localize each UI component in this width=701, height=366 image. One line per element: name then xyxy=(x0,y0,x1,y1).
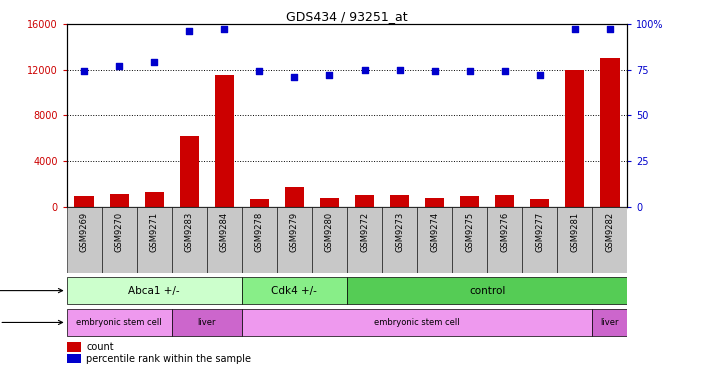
Bar xyxy=(172,207,207,273)
Text: liver: liver xyxy=(198,318,216,327)
Bar xyxy=(242,207,277,273)
Point xyxy=(254,68,265,74)
Point xyxy=(359,67,370,72)
Text: GSM9282: GSM9282 xyxy=(606,212,614,252)
Text: embryonic stem cell: embryonic stem cell xyxy=(76,318,162,327)
Bar xyxy=(425,198,444,207)
Point xyxy=(604,26,615,32)
Text: GSM9274: GSM9274 xyxy=(430,212,439,252)
Text: control: control xyxy=(469,285,505,296)
Point xyxy=(114,63,125,69)
Bar xyxy=(67,277,242,304)
Bar xyxy=(460,197,479,207)
Point xyxy=(429,68,440,74)
Bar xyxy=(250,199,269,207)
Bar xyxy=(487,207,522,273)
Bar xyxy=(172,309,242,336)
Bar xyxy=(382,207,417,273)
Bar xyxy=(67,207,102,273)
Bar xyxy=(312,207,347,273)
Point xyxy=(149,59,160,65)
Text: GSM9280: GSM9280 xyxy=(325,212,334,252)
Text: GSM9270: GSM9270 xyxy=(115,212,123,252)
Bar xyxy=(67,342,81,351)
Text: count: count xyxy=(86,342,114,352)
Bar xyxy=(109,194,129,207)
Bar xyxy=(285,187,304,207)
Text: genotype/variation: genotype/variation xyxy=(0,285,62,296)
Text: GSM9277: GSM9277 xyxy=(536,212,544,252)
Bar xyxy=(102,207,137,273)
Text: GSM9281: GSM9281 xyxy=(571,212,579,252)
Point xyxy=(464,68,475,74)
Text: GSM9273: GSM9273 xyxy=(395,212,404,252)
Bar xyxy=(522,207,557,273)
Bar xyxy=(242,277,347,304)
Point xyxy=(289,74,300,80)
Point xyxy=(569,26,580,32)
Text: embryonic stem cell: embryonic stem cell xyxy=(374,318,460,327)
Point xyxy=(394,67,405,72)
Bar xyxy=(144,192,164,207)
Text: GSM9283: GSM9283 xyxy=(185,212,193,252)
Bar xyxy=(600,58,620,207)
Text: GSM9269: GSM9269 xyxy=(80,212,88,252)
Bar xyxy=(390,195,409,207)
Point xyxy=(534,72,545,78)
Bar xyxy=(592,207,627,273)
Bar xyxy=(277,207,312,273)
Bar xyxy=(207,207,242,273)
Bar xyxy=(67,309,172,336)
Text: percentile rank within the sample: percentile rank within the sample xyxy=(86,354,251,364)
Text: GSM9276: GSM9276 xyxy=(501,212,509,252)
Text: Abca1 +/-: Abca1 +/- xyxy=(128,285,180,296)
Point xyxy=(324,72,335,78)
Bar xyxy=(530,199,550,207)
Text: GSM9271: GSM9271 xyxy=(150,212,158,252)
Point xyxy=(79,68,90,74)
Bar xyxy=(417,207,452,273)
Bar xyxy=(495,195,515,207)
Title: GDS434 / 93251_at: GDS434 / 93251_at xyxy=(286,10,408,23)
Bar xyxy=(67,354,81,363)
Text: liver: liver xyxy=(601,318,619,327)
Bar xyxy=(242,309,592,336)
Bar xyxy=(215,75,234,207)
Text: GSM9279: GSM9279 xyxy=(290,212,299,252)
Bar xyxy=(320,198,339,207)
Bar xyxy=(137,207,172,273)
Bar xyxy=(355,195,374,207)
Point xyxy=(219,26,230,32)
Bar xyxy=(565,70,585,207)
Bar xyxy=(74,197,94,207)
Text: Cdk4 +/-: Cdk4 +/- xyxy=(271,285,318,296)
Text: GSM9284: GSM9284 xyxy=(220,212,229,252)
Point xyxy=(184,28,195,34)
Text: GSM9272: GSM9272 xyxy=(360,212,369,252)
Bar xyxy=(179,136,199,207)
Point xyxy=(499,68,510,74)
Bar xyxy=(592,309,627,336)
Text: cell type: cell type xyxy=(0,317,62,328)
Bar xyxy=(557,207,592,273)
Text: GSM9275: GSM9275 xyxy=(465,212,474,252)
Bar xyxy=(347,277,627,304)
Bar xyxy=(347,207,382,273)
Bar xyxy=(452,207,487,273)
Text: GSM9278: GSM9278 xyxy=(255,212,264,252)
